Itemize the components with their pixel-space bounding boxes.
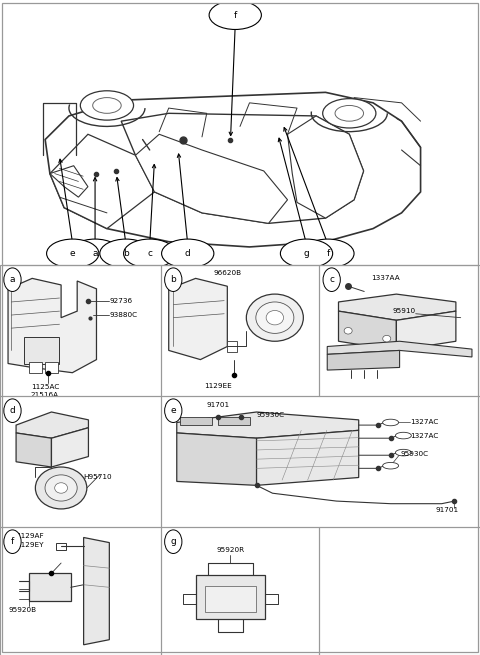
Text: b: b [170, 275, 176, 284]
Text: 91701: 91701 [435, 507, 458, 514]
Text: 95930C: 95930C [400, 451, 428, 457]
Text: d: d [10, 406, 15, 415]
Bar [196, 574, 265, 619]
Circle shape [80, 91, 133, 120]
Text: 1125AC: 1125AC [31, 384, 59, 390]
Circle shape [55, 483, 68, 493]
Polygon shape [84, 538, 109, 645]
Text: H95710: H95710 [84, 474, 112, 481]
Circle shape [93, 98, 121, 113]
Text: f: f [326, 249, 330, 258]
Text: 95920R: 95920R [216, 548, 244, 553]
Circle shape [280, 239, 333, 268]
Bar [205, 586, 256, 612]
Polygon shape [50, 134, 155, 229]
Text: 92736: 92736 [109, 297, 132, 304]
Text: f: f [11, 537, 14, 546]
Text: 1129EY: 1129EY [16, 542, 44, 548]
Text: 93880C: 93880C [109, 312, 137, 318]
Text: c: c [147, 249, 152, 258]
Bar [180, 417, 212, 425]
Text: e: e [70, 249, 75, 258]
Circle shape [302, 239, 354, 268]
Polygon shape [327, 350, 399, 370]
Polygon shape [121, 113, 363, 223]
Circle shape [47, 239, 99, 268]
Bar [228, 341, 237, 352]
Circle shape [396, 432, 411, 439]
Text: 1129AF: 1129AF [16, 533, 44, 539]
Polygon shape [8, 278, 96, 373]
Bar [29, 362, 42, 373]
Bar [45, 362, 58, 373]
Text: 1327AC: 1327AC [410, 419, 438, 426]
Polygon shape [338, 311, 396, 350]
Text: 96620B: 96620B [213, 270, 241, 276]
Bar [24, 337, 60, 364]
Text: f: f [234, 10, 237, 20]
Text: g: g [304, 249, 310, 258]
Polygon shape [327, 341, 472, 357]
Polygon shape [396, 311, 456, 350]
Polygon shape [177, 433, 256, 485]
Text: d: d [185, 249, 191, 258]
Polygon shape [169, 278, 228, 360]
Text: 21516A: 21516A [31, 392, 59, 398]
Text: e: e [170, 406, 176, 415]
Circle shape [266, 310, 284, 325]
Circle shape [36, 467, 87, 509]
Polygon shape [50, 166, 88, 197]
Polygon shape [16, 412, 88, 438]
Circle shape [335, 105, 363, 121]
Text: 91701: 91701 [207, 402, 230, 409]
Circle shape [69, 239, 121, 268]
Text: c: c [329, 275, 334, 284]
Polygon shape [177, 412, 359, 438]
Polygon shape [256, 430, 359, 485]
Text: 95910: 95910 [393, 308, 416, 314]
Circle shape [209, 1, 262, 29]
Circle shape [45, 475, 77, 501]
Circle shape [100, 239, 152, 268]
Circle shape [383, 419, 398, 426]
Text: g: g [170, 537, 176, 546]
Bar [218, 417, 250, 425]
Circle shape [396, 449, 411, 456]
Text: 1327AC: 1327AC [410, 432, 438, 439]
Circle shape [323, 99, 376, 128]
Text: b: b [123, 249, 129, 258]
Polygon shape [45, 92, 420, 247]
Polygon shape [288, 116, 363, 218]
Polygon shape [338, 294, 456, 320]
Circle shape [123, 239, 176, 268]
Text: 1129EE: 1129EE [204, 383, 232, 389]
Text: 95930C: 95930C [256, 411, 285, 418]
Circle shape [383, 462, 398, 469]
Text: a: a [92, 249, 98, 258]
Circle shape [383, 335, 391, 342]
Circle shape [246, 294, 303, 341]
Polygon shape [51, 428, 88, 467]
Bar [56, 542, 66, 550]
Text: a: a [10, 275, 15, 284]
Polygon shape [16, 433, 51, 467]
Circle shape [162, 239, 214, 268]
Text: 95920B: 95920B [8, 607, 36, 613]
Bar [29, 573, 71, 601]
Text: 1337AA: 1337AA [371, 275, 399, 282]
Circle shape [344, 328, 352, 334]
Circle shape [256, 302, 294, 333]
Polygon shape [135, 134, 288, 223]
